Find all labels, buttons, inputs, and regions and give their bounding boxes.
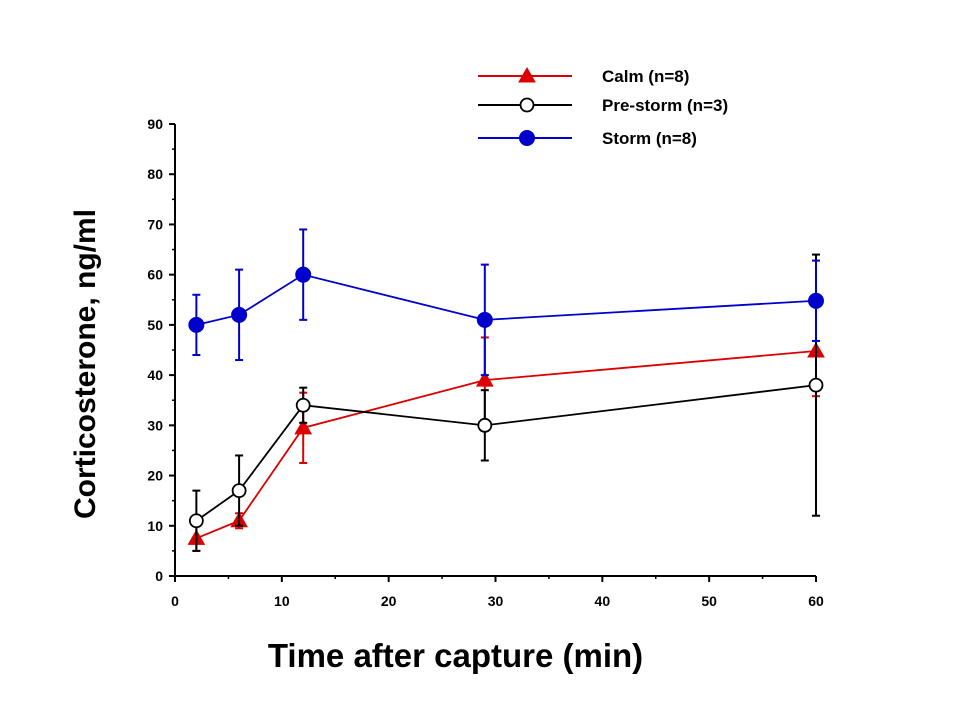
data-point — [231, 483, 247, 499]
series-line — [196, 273, 817, 326]
x-tick-label: 10 — [274, 593, 290, 609]
x-tick-label: 30 — [488, 593, 504, 609]
y-tick-label: 50 — [147, 317, 163, 333]
x-axis-title: Time after capture (min) — [268, 637, 643, 674]
data-point — [808, 292, 824, 309]
data-point — [231, 306, 248, 323]
y-tick-label: 0 — [155, 568, 163, 584]
y-tick-label: 70 — [147, 216, 163, 232]
data-point — [295, 266, 312, 283]
data-point — [294, 418, 313, 435]
data-point — [808, 377, 824, 393]
y-tick-label: 90 — [147, 116, 163, 132]
data-point — [475, 371, 494, 387]
data-point — [476, 311, 493, 328]
legend-marker — [519, 97, 535, 113]
y-tick-label: 10 — [147, 518, 163, 534]
legend-label: Calm (n=8) — [602, 67, 689, 86]
y-tick-label: 80 — [147, 166, 163, 182]
x-tick-label: 60 — [808, 593, 824, 609]
series-line — [196, 350, 817, 540]
y-tick-label: 20 — [147, 468, 163, 484]
y-axis-title: Corticosterone, ng/ml — [69, 209, 102, 519]
legend-marker — [519, 130, 535, 146]
axes: 0 10 20 30 40 50 60 70 80 90 0 10 20 30 40 50 60 — [147, 116, 824, 609]
legend-label: Pre-storm (n=3) — [602, 96, 728, 115]
legend: Calm (n=8) Pre-storm (n=3) Storm (n=8) — [478, 66, 728, 148]
data-point — [295, 397, 311, 413]
y-tick-label: 60 — [147, 267, 163, 283]
series-0 — [187, 304, 825, 552]
data-point — [477, 417, 493, 433]
x-tick-label: 40 — [595, 593, 611, 609]
series-2 — [188, 228, 824, 377]
x-tick-label: 0 — [171, 593, 179, 609]
plot-area — [187, 228, 825, 552]
legend-marker — [518, 66, 536, 83]
series-1 — [188, 253, 824, 552]
x-tick-label: 50 — [701, 593, 717, 609]
legend-label: Storm (n=8) — [602, 129, 697, 148]
data-point — [188, 513, 204, 529]
x-tick-label: 20 — [381, 593, 397, 609]
data-point — [188, 316, 205, 333]
series-line — [195, 384, 817, 522]
y-tick-label: 30 — [147, 417, 163, 433]
y-tick-label: 40 — [147, 367, 163, 383]
